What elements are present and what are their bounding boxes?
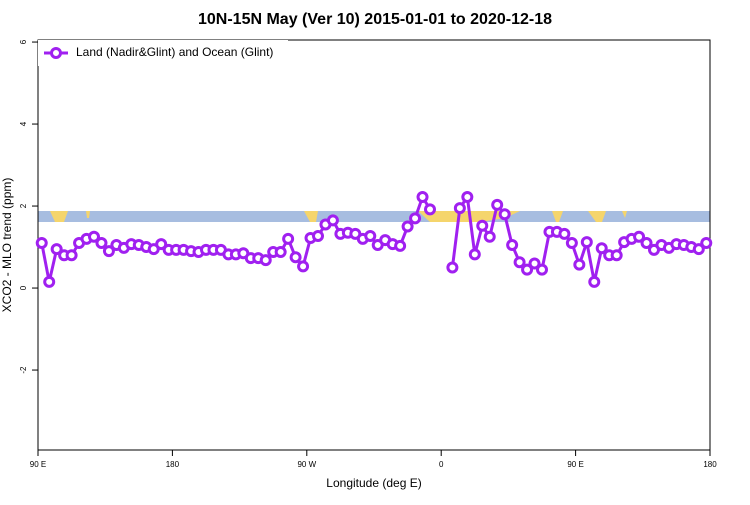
data-point bbox=[289, 251, 302, 264]
data-point bbox=[401, 220, 414, 233]
land-patch bbox=[50, 211, 68, 222]
data-point bbox=[416, 191, 429, 204]
data-point bbox=[536, 263, 548, 276]
x-tick-label: 90 E bbox=[567, 460, 583, 469]
data-point bbox=[476, 219, 489, 232]
land-patch bbox=[86, 211, 90, 218]
data-point bbox=[610, 249, 623, 262]
legend-label: Land (Nadir&Glint) and Ocean (Glint) bbox=[76, 45, 273, 59]
data-point bbox=[43, 275, 56, 288]
y-tick-label: 0 bbox=[19, 285, 28, 290]
legend-marker bbox=[50, 47, 62, 59]
y-tick-label: 2 bbox=[19, 203, 28, 208]
data-point bbox=[102, 245, 115, 258]
data-point bbox=[692, 243, 705, 256]
x-tick-label: 0 bbox=[439, 460, 444, 469]
data-point bbox=[506, 239, 519, 251]
data-point bbox=[483, 230, 496, 243]
data-point bbox=[259, 254, 272, 267]
x-tick-label: 90 W bbox=[297, 460, 316, 469]
data-point bbox=[498, 208, 511, 221]
data-point bbox=[640, 236, 653, 249]
data-point bbox=[409, 212, 422, 225]
x-tick-label: 90 E bbox=[30, 460, 46, 469]
data-point bbox=[297, 260, 310, 273]
land-patch bbox=[552, 211, 563, 222]
data-point bbox=[394, 239, 407, 252]
data-point bbox=[491, 198, 504, 211]
data-point bbox=[700, 236, 713, 249]
data-point bbox=[461, 191, 474, 204]
land-patch bbox=[622, 211, 627, 218]
data-point bbox=[521, 263, 534, 276]
data-point bbox=[580, 236, 593, 249]
data-point bbox=[95, 236, 108, 249]
data-point bbox=[364, 229, 377, 242]
y-axis-label: XCO2 - MLO trend (ppm) bbox=[0, 178, 14, 313]
data-point bbox=[274, 245, 287, 258]
x-axis-label: Longitude (deg E) bbox=[326, 476, 421, 490]
data-point bbox=[595, 242, 608, 255]
legend bbox=[38, 40, 288, 66]
data-point bbox=[424, 203, 436, 216]
data-point bbox=[573, 258, 586, 271]
data-point bbox=[453, 202, 466, 215]
data-point bbox=[50, 243, 63, 256]
data-point bbox=[588, 275, 601, 288]
y-tick-label: 4 bbox=[19, 121, 28, 126]
data-point bbox=[513, 256, 526, 269]
ocean-band bbox=[38, 211, 710, 222]
y-tick-label: -2 bbox=[19, 366, 28, 374]
land-ocean-band bbox=[38, 211, 710, 222]
data-point bbox=[565, 236, 578, 249]
data-point bbox=[88, 230, 100, 243]
data-point bbox=[155, 238, 168, 251]
data-point bbox=[468, 248, 481, 261]
data-point bbox=[558, 227, 571, 240]
land-patch bbox=[304, 211, 318, 222]
x-tick-label: 180 bbox=[703, 460, 717, 469]
data-point bbox=[282, 232, 295, 245]
chart-title: 10N-15N May (Ver 10) 2015-01-01 to 2020-… bbox=[198, 11, 552, 28]
data-point bbox=[446, 261, 459, 274]
y-tick-label: 6 bbox=[19, 39, 28, 44]
land-patch bbox=[588, 211, 606, 222]
data-point bbox=[528, 257, 541, 270]
data-point bbox=[633, 230, 646, 243]
data-point bbox=[65, 249, 78, 262]
data-point bbox=[326, 214, 339, 227]
x-tick-label: 180 bbox=[166, 460, 180, 469]
data-point bbox=[312, 229, 324, 242]
data-point bbox=[35, 236, 48, 249]
